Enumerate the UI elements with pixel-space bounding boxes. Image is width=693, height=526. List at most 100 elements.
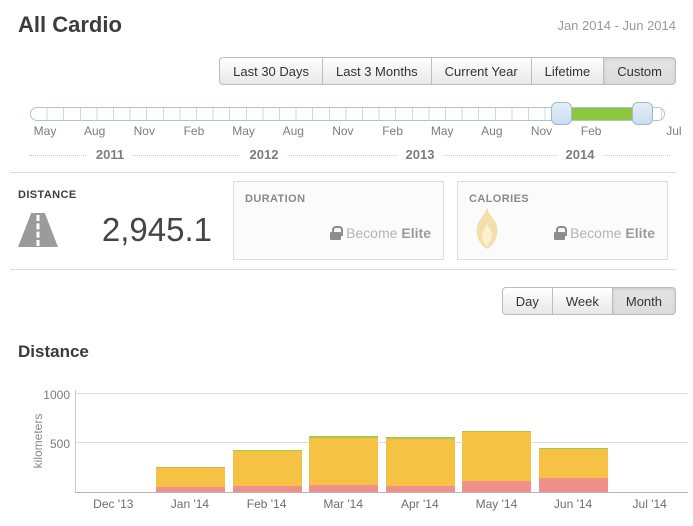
stats-top-divider: [10, 172, 676, 173]
bar-column-apr-14: [382, 390, 459, 492]
bar-column-may-14: [459, 390, 536, 492]
slider-month-label: Aug: [83, 124, 106, 138]
slider-month-label: Nov: [530, 124, 553, 138]
x-axis-labels: Dec '13 Jan '14 Feb '14 Mar '14 Apr '14 May '…: [75, 497, 688, 511]
slider-month-label: Nov: [332, 124, 354, 138]
bar-column-dec-13: [76, 390, 153, 492]
y-tick-500: 500: [49, 436, 70, 451]
bar-stack-jun-14: [538, 447, 608, 492]
calories-become-elite-link[interactable]: Become Elite: [554, 225, 655, 241]
x-tick-apr-14: Apr '14: [400, 497, 439, 511]
slider-year-label: 2012: [240, 147, 288, 162]
bar-stack-may-14: [462, 430, 532, 492]
bar-segment-pink-segment[interactable]: [156, 487, 226, 492]
bar-column-jan-14: [153, 390, 230, 492]
bar-segment-yellow-segment[interactable]: [462, 431, 532, 482]
x-tick-feb-14: Feb '14: [246, 497, 287, 511]
x-tick-mar-14: Mar '14: [323, 497, 363, 511]
slider-month-label: May: [232, 124, 255, 138]
bar-segment-pink-segment[interactable]: [309, 485, 379, 492]
lock-icon: [330, 226, 344, 240]
become-elite-text-bold: Elite: [401, 225, 431, 241]
slider-month-label: May: [430, 124, 454, 138]
x-tick-jun-14: Jun '14: [553, 497, 593, 511]
bar-column-jun-14: [535, 390, 612, 492]
range-tab-last-3-months[interactable]: Last 3 Months: [323, 57, 432, 85]
range-tab-custom[interactable]: Custom: [604, 57, 676, 85]
bar-segment-green-segment[interactable]: [462, 430, 532, 432]
bar-segment-green-segment[interactable]: [232, 450, 302, 452]
bar-stack-jan-14: [156, 466, 226, 492]
slider-handle-right[interactable]: [632, 102, 653, 125]
granularity-tab-day[interactable]: Day: [501, 287, 553, 315]
slider-month-label: May: [33, 124, 57, 138]
slider-year-label: 2014: [556, 147, 604, 162]
bar-segment-green-segment[interactable]: [309, 436, 379, 438]
duration-stat-label: DURATION: [245, 193, 306, 205]
x-tick-jul-14: Jul '14: [632, 497, 667, 511]
become-elite-text: Become: [570, 225, 622, 241]
slider-month-label: Nov: [133, 124, 155, 138]
bar-segment-green-segment[interactable]: [385, 437, 455, 439]
range-tab-current-year[interactable]: Current Year: [431, 57, 532, 85]
bar-stack-mar-14: [309, 436, 379, 492]
granularity-tab-week[interactable]: Week: [552, 287, 613, 315]
range-tab-last-30-days[interactable]: Last 30 Days: [219, 57, 324, 85]
selected-date-range: Jan 2014 - Jun 2014: [557, 18, 676, 33]
bar-segment-pink-segment[interactable]: [385, 485, 455, 492]
bar-segment-yellow-segment[interactable]: [309, 437, 379, 486]
bar-segment-green-segment[interactable]: [538, 447, 608, 450]
granularity-tabs: Day Week Month: [501, 287, 676, 315]
bar-segment-yellow-segment[interactable]: [156, 467, 226, 488]
duration-stat-panel: DURATION Become Elite: [233, 181, 444, 260]
slider-selected-range[interactable]: [566, 108, 634, 120]
lock-icon: [554, 226, 568, 240]
slider-year-label: 2011: [86, 147, 134, 162]
range-tab-lifetime[interactable]: Lifetime: [531, 57, 605, 85]
bar-column-feb-14: [229, 390, 306, 492]
distance-stat-value: 2,945.1: [101, 211, 212, 248]
bar-segment-pink-segment[interactable]: [232, 485, 302, 492]
bar-segment-pink-segment[interactable]: [538, 478, 608, 492]
bar-stack-feb-14: [232, 450, 302, 492]
stats-bottom-divider: [10, 269, 676, 270]
gridline-500: [76, 441, 688, 443]
slider-month-label: Feb: [183, 124, 205, 138]
gridline-1000: [76, 392, 688, 394]
duration-become-elite-link[interactable]: Become Elite: [330, 225, 431, 241]
slider-month-label: Feb: [580, 124, 602, 138]
x-tick-dec-13: Dec '13: [93, 497, 134, 511]
road-icon: [18, 213, 58, 247]
bar-segment-yellow-segment[interactable]: [232, 451, 302, 486]
x-tick-jan-14: Jan '14: [170, 497, 210, 511]
slider-handle-left[interactable]: [551, 102, 572, 125]
slider-month-label: Feb: [382, 124, 403, 138]
distance-bar-chart: [75, 390, 688, 493]
bar-segment-green-segment[interactable]: [156, 466, 226, 468]
slider-month-label: Jul: [666, 124, 682, 138]
bar-stack-apr-14: [385, 437, 455, 492]
bar-segment-yellow-segment[interactable]: [385, 438, 455, 486]
bar-segment-yellow-segment[interactable]: [538, 449, 608, 479]
timeline-slider-track[interactable]: [30, 107, 665, 121]
flame-icon: [470, 204, 504, 257]
slider-month-label: Aug: [481, 124, 503, 138]
bar-column-mar-14: [306, 390, 383, 492]
page-title: All Cardio: [18, 12, 122, 37]
distance-stat-label: DISTANCE: [18, 189, 77, 201]
slider-year-divider: [30, 155, 670, 156]
calories-stat-panel: CALORIES Become Elite: [457, 181, 668, 260]
granularity-tab-month[interactable]: Month: [612, 287, 676, 315]
chart-title: Distance: [18, 342, 89, 361]
date-range-tabs: Last 30 Days Last 3 Months Current Year Lif…: [219, 57, 676, 85]
bar-series: [76, 390, 688, 492]
calories-stat-label: CALORIES: [469, 193, 530, 205]
slider-year-label: 2013: [396, 147, 444, 162]
x-tick-may-14: May '14: [475, 497, 518, 511]
y-tick-1000: 1000: [43, 387, 70, 402]
bar-segment-pink-segment[interactable]: [462, 481, 532, 492]
bar-column-jul-14: [612, 390, 689, 492]
slider-month-label: Aug: [282, 124, 304, 138]
become-elite-text: Become: [346, 225, 398, 241]
